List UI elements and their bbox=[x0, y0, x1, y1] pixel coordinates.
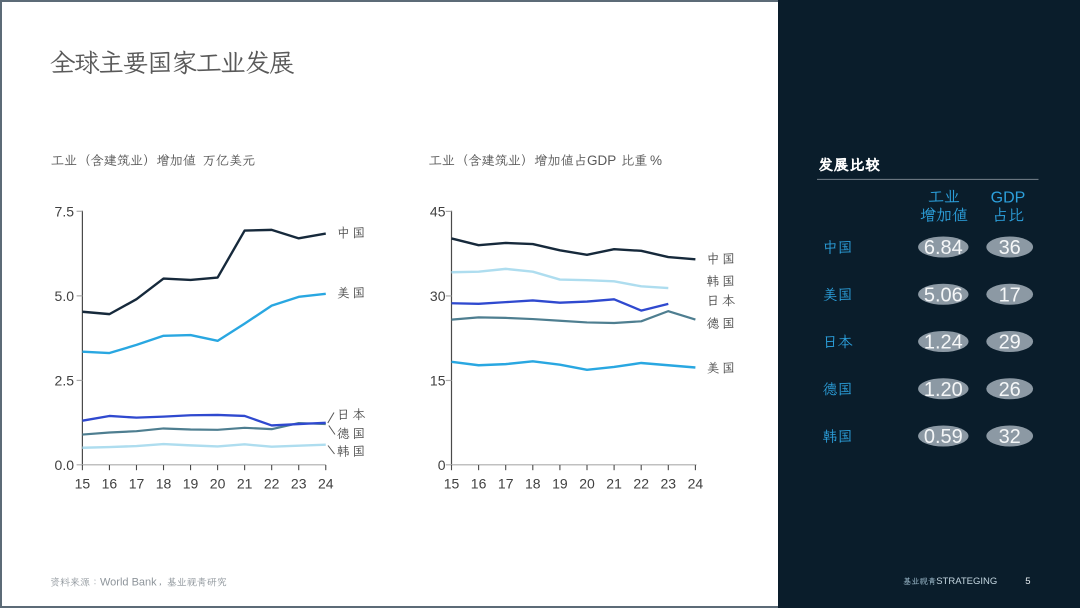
svg-text:17: 17 bbox=[999, 284, 1021, 306]
svg-text:15: 15 bbox=[430, 372, 446, 388]
svg-text:0: 0 bbox=[438, 457, 446, 473]
svg-text:GDP: GDP bbox=[991, 189, 1026, 206]
svg-text:45: 45 bbox=[430, 203, 446, 219]
svg-text:2.5: 2.5 bbox=[55, 372, 75, 388]
svg-text:26: 26 bbox=[999, 379, 1021, 401]
svg-text:0.0: 0.0 bbox=[55, 457, 75, 473]
svg-text:22: 22 bbox=[633, 476, 649, 492]
svg-text:18: 18 bbox=[525, 476, 541, 492]
svg-text:20: 20 bbox=[579, 476, 595, 492]
svg-text:21: 21 bbox=[606, 476, 622, 492]
svg-text:16: 16 bbox=[471, 476, 487, 492]
svg-text:6.84: 6.84 bbox=[924, 237, 963, 259]
svg-text:18: 18 bbox=[156, 476, 172, 492]
svg-text:21: 21 bbox=[237, 476, 253, 492]
svg-text:20: 20 bbox=[210, 476, 226, 492]
svg-text:23: 23 bbox=[291, 476, 307, 492]
svg-text:24: 24 bbox=[318, 476, 334, 492]
svg-text:30: 30 bbox=[430, 288, 446, 304]
svg-text:5.0: 5.0 bbox=[55, 288, 75, 304]
svg-text:24: 24 bbox=[688, 476, 704, 492]
svg-text:36: 36 bbox=[999, 237, 1021, 259]
svg-text:22: 22 bbox=[264, 476, 280, 492]
svg-text:STRATEGING: STRATEGING bbox=[936, 576, 997, 587]
svg-text:19: 19 bbox=[183, 476, 199, 492]
svg-text:17: 17 bbox=[129, 476, 145, 492]
svg-text:%: % bbox=[650, 153, 662, 168]
svg-text:1.20: 1.20 bbox=[924, 379, 963, 401]
svg-text:GDP: GDP bbox=[587, 153, 616, 168]
svg-text:17: 17 bbox=[498, 476, 514, 492]
svg-text:32: 32 bbox=[999, 426, 1021, 448]
svg-text:29: 29 bbox=[999, 332, 1021, 354]
svg-text:15: 15 bbox=[444, 476, 460, 492]
svg-text:15: 15 bbox=[75, 476, 91, 492]
svg-text:23: 23 bbox=[661, 476, 677, 492]
svg-text:16: 16 bbox=[102, 476, 118, 492]
svg-text:19: 19 bbox=[552, 476, 568, 492]
svg-text:5: 5 bbox=[1025, 576, 1030, 587]
svg-text:World Bank: World Bank bbox=[100, 577, 157, 589]
svg-text:5.06: 5.06 bbox=[924, 284, 963, 306]
svg-text:7.5: 7.5 bbox=[55, 203, 75, 219]
svg-text:1.24: 1.24 bbox=[924, 332, 963, 354]
svg-text:0.59: 0.59 bbox=[924, 426, 963, 448]
